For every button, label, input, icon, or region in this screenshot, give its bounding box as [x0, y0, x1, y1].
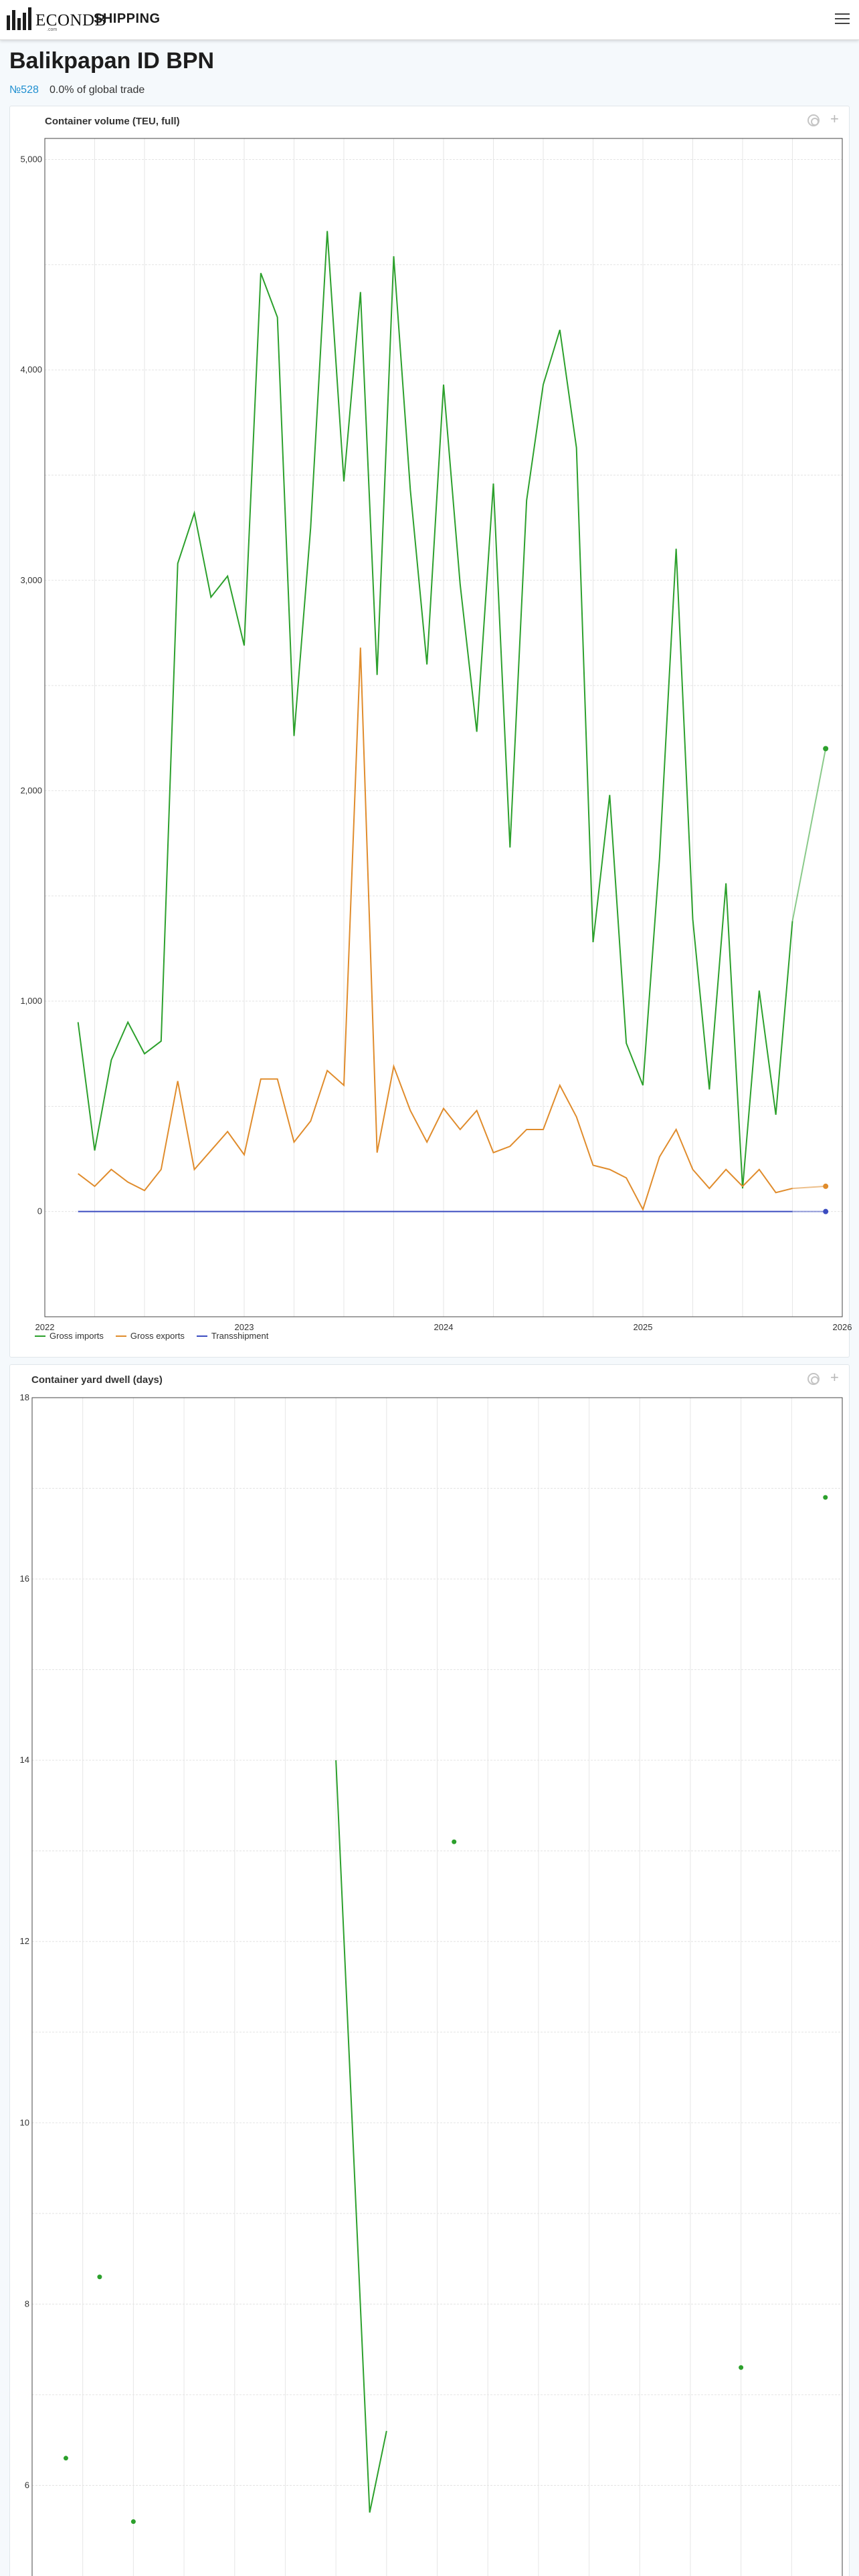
- logo-subtext: .com: [47, 27, 58, 32]
- y-tick-label: 4,000: [20, 364, 42, 374]
- add-icon[interactable]: +: [830, 110, 839, 127]
- container-volume-card: Container volume (TEU, full) +: [9, 106, 850, 1358]
- chart-title: Container volume (TEU, full): [45, 116, 180, 127]
- x-tick-label: 2022: [35, 1322, 55, 1332]
- add-icon[interactable]: +: [830, 1369, 839, 1386]
- series-point: [739, 2365, 744, 2370]
- series-line-gross-imports: [77, 231, 793, 1189]
- port-rank-link[interactable]: №528: [9, 84, 39, 96]
- chart-legend: Gross imports Gross exports Transshipmen…: [35, 1331, 268, 1341]
- settings-gear-icon[interactable]: [807, 114, 820, 126]
- hamburger-menu-icon[interactable]: [835, 13, 850, 25]
- settings-gear-icon[interactable]: [807, 1373, 820, 1385]
- series-point: [97, 2274, 102, 2280]
- x-tick-label: 2023: [235, 1322, 254, 1332]
- y-tick-label: 18: [20, 1392, 29, 1402]
- series-line-gross-imports-gap-connector: [791, 748, 827, 922]
- legend-item-gross-imports[interactable]: Gross imports: [35, 1331, 104, 1341]
- y-tick-label: 6: [25, 2480, 29, 2490]
- y-tick-label: 14: [20, 1755, 29, 1765]
- yard-dwell-card: Container yard dwell (days) +: [9, 1364, 850, 2576]
- series-line-gross-imports: [335, 1760, 387, 2513]
- econdb-logo[interactable]: ECONDB: [7, 7, 106, 30]
- plot-frame: [31, 1397, 843, 2576]
- series-point-latest: [823, 1208, 829, 1214]
- series-point: [823, 1495, 828, 1500]
- series-point-latest: [823, 1183, 829, 1189]
- legend-item-gross-exports[interactable]: Gross exports: [115, 1331, 185, 1341]
- container-volume-chart: 0 1,000 2,000 3,000 4,000 5,000 2022 2023 2024 20…: [20, 138, 852, 1332]
- x-tick-label: 2024: [434, 1322, 454, 1332]
- top-navbar: ECONDB .com SHIPPING: [0, 0, 859, 40]
- logo-bars-icon: [7, 7, 31, 30]
- y-tick-label: 5,000: [20, 154, 42, 164]
- x-tick-label: 2026: [833, 1322, 852, 1332]
- y-tick-label: 16: [20, 1574, 29, 1584]
- series-point-latest: [823, 746, 829, 752]
- y-tick-label: 10: [20, 2117, 29, 2127]
- legend-item-transshipment[interactable]: Transshipment: [196, 1331, 268, 1341]
- series-line-gross-exports-gap-connector: [792, 1185, 826, 1190]
- y-tick-label: 1,000: [20, 996, 42, 1006]
- page-title: Balikpapan ID BPN: [9, 48, 215, 74]
- plot-frame: [44, 138, 843, 1317]
- series-point: [63, 2456, 68, 2461]
- y-tick-label: 3,000: [20, 575, 42, 585]
- series-line-gross-exports: [78, 647, 793, 1212]
- y-tick-label: 8: [25, 2298, 29, 2309]
- series-point: [130, 2519, 136, 2525]
- x-tick-label: 2025: [634, 1322, 653, 1332]
- logo-text: ECONDB: [35, 11, 106, 29]
- global-trade-share: 0.0% of global trade: [50, 84, 145, 96]
- section-title[interactable]: SHIPPING: [94, 11, 161, 26]
- y-tick-label: 2,000: [20, 785, 42, 795]
- series-point: [452, 1839, 457, 1844]
- chart-title: Container yard dwell (days): [31, 1374, 163, 1386]
- y-tick-label: 12: [20, 1936, 29, 1946]
- y-tick-label: 0: [37, 1206, 42, 1216]
